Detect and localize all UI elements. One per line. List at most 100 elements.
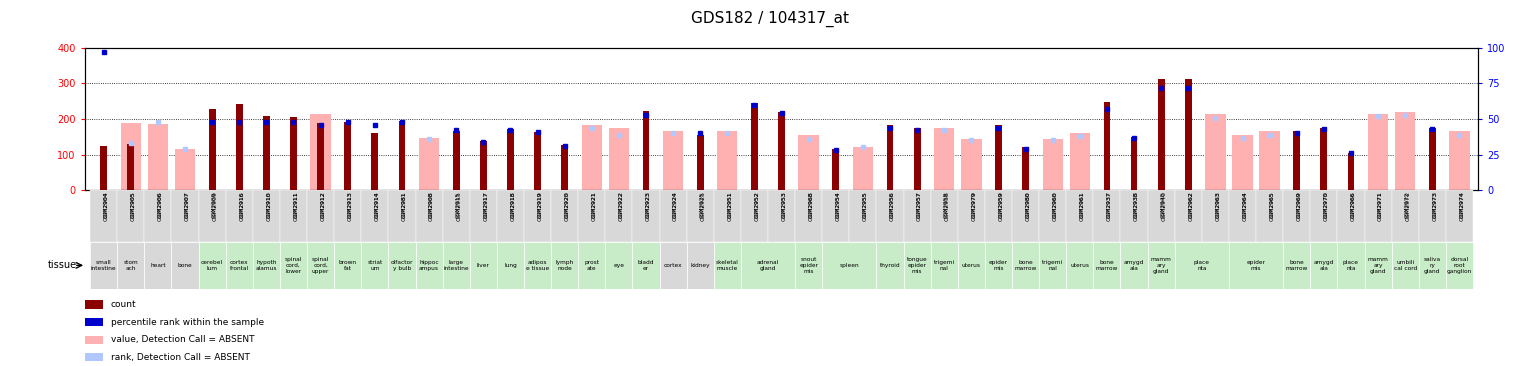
Bar: [1364, 190, 1392, 242]
Text: adrenal
gland: adrenal gland: [756, 260, 779, 271]
Bar: [226, 242, 253, 289]
Bar: [1206, 114, 1226, 190]
Text: GSM2966: GSM2966: [1351, 191, 1355, 218]
Bar: [1232, 135, 1252, 190]
Text: GSM2980: GSM2980: [1026, 191, 1030, 218]
Text: eye: eye: [613, 263, 624, 268]
Text: prost
ate: prost ate: [584, 260, 599, 271]
Text: GSM2914: GSM2914: [374, 191, 380, 221]
Text: GSM2918: GSM2918: [510, 191, 516, 221]
Text: hippoc
ampus: hippoc ampus: [419, 260, 439, 271]
Text: GSM2957: GSM2957: [918, 191, 922, 221]
Text: bladd
er: bladd er: [638, 260, 654, 271]
Text: GSM2906: GSM2906: [159, 191, 163, 221]
Text: GSM2916: GSM2916: [239, 191, 245, 218]
Bar: [853, 147, 873, 190]
Text: GSM2973: GSM2973: [1432, 191, 1437, 221]
Bar: [551, 190, 578, 242]
Text: uterus: uterus: [1070, 263, 1089, 268]
Bar: [1093, 242, 1121, 289]
Text: GSM2908: GSM2908: [430, 191, 434, 221]
Bar: [480, 141, 487, 190]
Bar: [1201, 190, 1229, 242]
Bar: [1418, 190, 1446, 242]
Text: value, Detection Call = ABSENT: value, Detection Call = ABSENT: [111, 335, 254, 344]
Bar: [1446, 242, 1472, 289]
Bar: [171, 190, 199, 242]
Bar: [1257, 190, 1283, 242]
Text: GSM2971: GSM2971: [1378, 191, 1383, 218]
Bar: [961, 139, 981, 190]
Text: GSM2973: GSM2973: [1432, 191, 1437, 218]
Text: GSM2910: GSM2910: [266, 191, 271, 221]
Bar: [833, 149, 839, 190]
Bar: [1392, 190, 1418, 242]
Text: GSM2940: GSM2940: [1161, 191, 1166, 218]
Bar: [1012, 190, 1040, 242]
Bar: [1260, 131, 1280, 190]
Text: GSM2915: GSM2915: [456, 191, 460, 218]
Text: count: count: [111, 300, 137, 309]
Bar: [1392, 242, 1418, 289]
Text: GSM2907: GSM2907: [185, 191, 189, 218]
Bar: [822, 190, 850, 242]
Text: epider
mis: epider mis: [1246, 260, 1266, 271]
Text: GSM2921: GSM2921: [591, 191, 596, 218]
Text: GSM2958: GSM2958: [944, 191, 949, 221]
Bar: [290, 117, 297, 190]
Bar: [117, 190, 145, 242]
Text: olfactor
y bulb: olfactor y bulb: [391, 260, 413, 271]
Bar: [850, 190, 876, 242]
Bar: [1066, 242, 1093, 289]
Bar: [768, 190, 795, 242]
Bar: [741, 242, 795, 289]
Text: GSM2923: GSM2923: [645, 191, 651, 218]
Text: GSM2971: GSM2971: [1378, 191, 1383, 221]
Text: GSM2966: GSM2966: [1351, 191, 1355, 221]
Bar: [145, 190, 171, 242]
Bar: [497, 242, 524, 289]
Text: GSM2960: GSM2960: [1053, 191, 1058, 221]
Bar: [1418, 242, 1446, 289]
Text: trigemi
nal: trigemi nal: [933, 260, 955, 271]
Text: small
intestine: small intestine: [91, 260, 117, 271]
Text: thyroid: thyroid: [879, 263, 901, 268]
Text: GSM2908: GSM2908: [430, 191, 434, 218]
Text: lung: lung: [504, 263, 517, 268]
Bar: [551, 242, 578, 289]
Text: GSM2923: GSM2923: [645, 191, 651, 221]
Bar: [986, 242, 1012, 289]
Text: GSM2953: GSM2953: [781, 191, 787, 218]
Bar: [399, 121, 405, 190]
Bar: [741, 190, 768, 242]
Bar: [507, 129, 514, 190]
Bar: [100, 146, 108, 190]
Text: GSM2920: GSM2920: [565, 191, 570, 221]
Bar: [822, 242, 876, 289]
Bar: [416, 190, 442, 242]
Bar: [1184, 79, 1192, 190]
Text: place
nta: place nta: [1194, 260, 1210, 271]
Bar: [1040, 190, 1066, 242]
Bar: [311, 113, 331, 190]
Text: spinal
cord,
upper: spinal cord, upper: [313, 257, 330, 274]
Text: GSM2906: GSM2906: [159, 191, 163, 218]
Bar: [253, 242, 280, 289]
Text: liver: liver: [477, 263, 490, 268]
Bar: [280, 242, 306, 289]
Text: GSM2925: GSM2925: [701, 191, 705, 221]
Bar: [1023, 147, 1029, 190]
Text: GSM2922: GSM2922: [619, 191, 624, 218]
Bar: [1449, 131, 1469, 190]
Bar: [280, 190, 306, 242]
Text: GSM2922: GSM2922: [619, 191, 624, 221]
Text: bone: bone: [177, 263, 192, 268]
Text: GSM2913: GSM2913: [348, 191, 353, 218]
Bar: [930, 190, 958, 242]
Text: skeletal
muscle: skeletal muscle: [716, 260, 739, 271]
Text: kidney: kidney: [690, 263, 710, 268]
Bar: [120, 123, 142, 190]
Text: GSM2909: GSM2909: [213, 191, 217, 221]
Text: GSM2965: GSM2965: [1269, 191, 1275, 221]
Text: GSM2958: GSM2958: [944, 191, 949, 218]
